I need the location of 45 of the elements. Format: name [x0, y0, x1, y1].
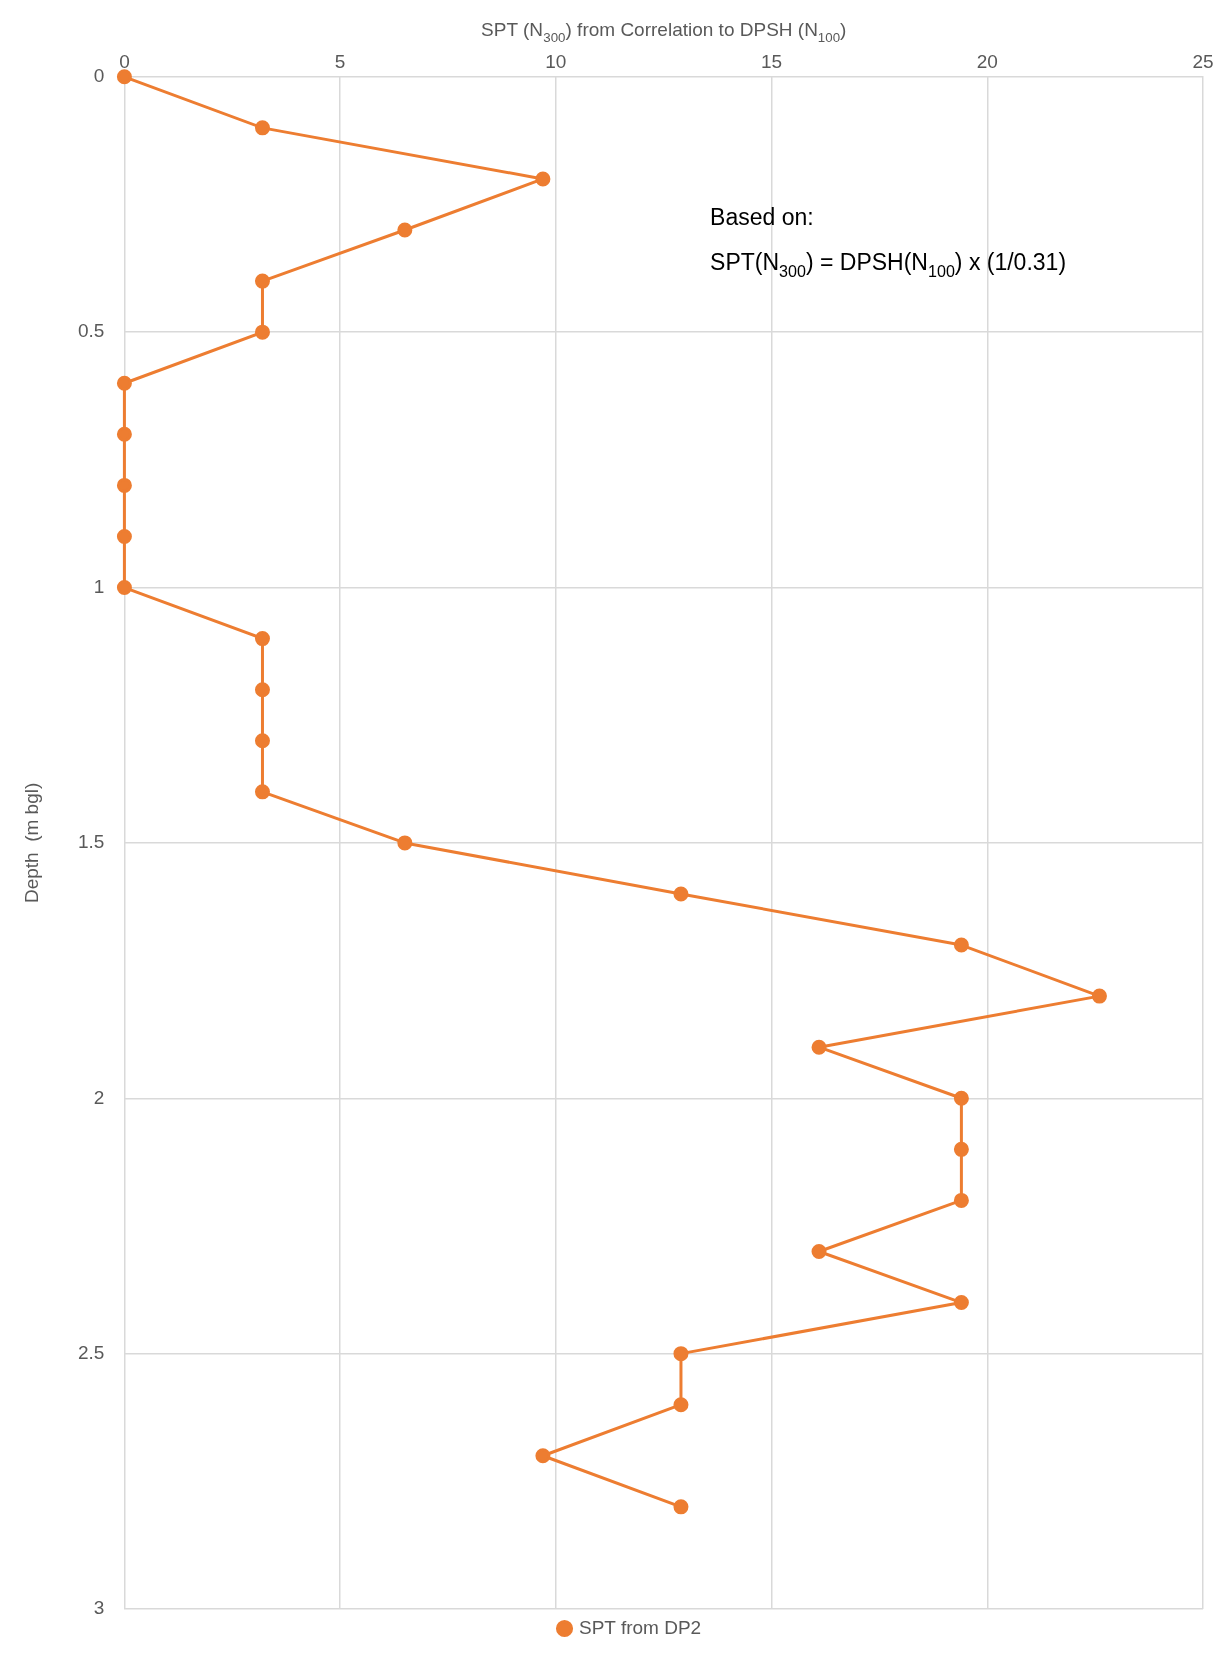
- x-tick-label: 20: [976, 50, 998, 72]
- y-tick-label: 0.5: [77, 320, 105, 342]
- point: [254, 682, 270, 698]
- point: [673, 886, 689, 902]
- point: [953, 1192, 969, 1208]
- point: [673, 1346, 689, 1362]
- point: [953, 1141, 969, 1157]
- x-tick-label: 0: [119, 50, 130, 72]
- point: [116, 580, 132, 596]
- x-tick-label: 10: [545, 50, 567, 72]
- y-tick-label: 2: [93, 1086, 105, 1108]
- point: [116, 477, 132, 493]
- x-tick-label: 5: [334, 50, 346, 72]
- x-tick-label: 25: [1192, 50, 1214, 72]
- y-tick-label: 1: [93, 575, 105, 597]
- legend-label: SPT from DP2: [579, 1616, 702, 1638]
- point: [535, 1448, 551, 1464]
- point: [254, 120, 270, 136]
- y-tick-label: 2.5: [77, 1341, 105, 1363]
- point: [254, 273, 270, 289]
- point: [116, 375, 132, 391]
- point: [397, 835, 413, 851]
- point: [254, 631, 270, 647]
- y-tick-label: 1.5: [77, 831, 105, 853]
- point: [254, 784, 270, 800]
- point: [116, 426, 132, 442]
- point: [535, 171, 551, 187]
- point: [116, 528, 132, 544]
- point: [811, 1243, 827, 1259]
- point: [953, 1090, 969, 1106]
- point: [953, 937, 969, 953]
- x-tick-label: 15: [760, 50, 783, 72]
- point: [811, 1039, 827, 1055]
- point: [397, 222, 413, 238]
- y-tick-label: 0: [93, 65, 105, 87]
- point: [673, 1397, 689, 1413]
- y-tick-label: 3: [93, 1597, 105, 1619]
- point: [254, 324, 270, 340]
- y-axis-title: Depth (m bgl): [21, 782, 42, 904]
- point: [1091, 988, 1107, 1004]
- point: [254, 733, 270, 749]
- point: [953, 1295, 969, 1311]
- annotation: Based on:: [710, 204, 814, 231]
- point: [673, 1499, 689, 1515]
- point: [116, 69, 132, 85]
